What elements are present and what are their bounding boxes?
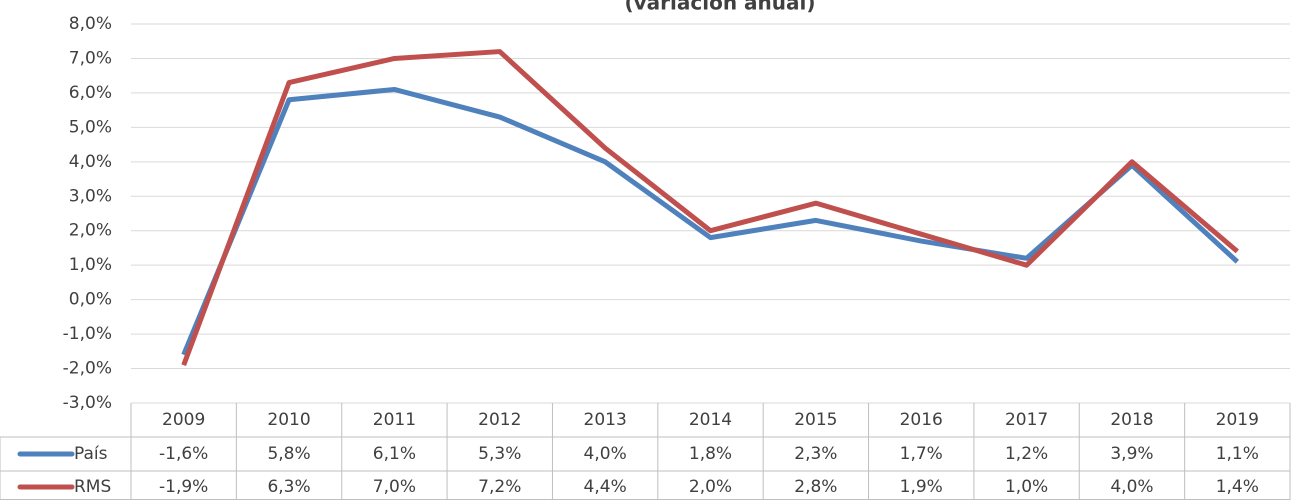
y-tick-label: 6,0% bbox=[69, 83, 112, 103]
y-tick-label: -3,0% bbox=[63, 393, 112, 413]
table-value: 1,7% bbox=[900, 444, 943, 464]
x-tick-label: 2011 bbox=[373, 410, 416, 430]
table-value: 7,0% bbox=[373, 477, 416, 497]
y-tick-label: 2,0% bbox=[69, 221, 112, 241]
x-tick-label: 2012 bbox=[478, 410, 521, 430]
table-value: 2,3% bbox=[794, 444, 837, 464]
table-value: 6,1% bbox=[373, 444, 416, 464]
series-line bbox=[181, 49, 1239, 366]
x-tick-label: 2013 bbox=[584, 410, 627, 430]
x-tick-label: 2015 bbox=[794, 410, 837, 430]
x-tick-label: 2017 bbox=[1005, 410, 1048, 430]
y-tick-label: -1,0% bbox=[63, 324, 112, 344]
table-value: 4,0% bbox=[1110, 477, 1153, 497]
y-tick-label: -2,0% bbox=[63, 359, 112, 379]
table-value: -1,9% bbox=[159, 477, 208, 497]
series-line bbox=[181, 86, 1240, 356]
legend-label: RMS bbox=[74, 477, 111, 497]
table-value: 4,0% bbox=[584, 444, 627, 464]
table-value: 1,1% bbox=[1216, 444, 1259, 464]
table-value: 2,0% bbox=[689, 477, 732, 497]
table-value: 2,8% bbox=[794, 477, 837, 497]
x-tick-label: 2009 bbox=[162, 410, 205, 430]
y-tick-label: 7,0% bbox=[69, 48, 112, 68]
x-tick-label: 2018 bbox=[1110, 410, 1153, 430]
table-value: 1,9% bbox=[900, 477, 943, 497]
x-tick-label: 2014 bbox=[689, 410, 732, 430]
chart-title: (variación anual) bbox=[624, 0, 815, 15]
table-value: 1,4% bbox=[1216, 477, 1259, 497]
table-value: 1,2% bbox=[1005, 444, 1048, 464]
y-tick-label: 0,0% bbox=[69, 290, 112, 310]
table-value: 1,0% bbox=[1005, 477, 1048, 497]
x-tick-label: 2016 bbox=[900, 410, 943, 430]
y-tick-label: 5,0% bbox=[69, 117, 112, 137]
table-value: -1,6% bbox=[159, 444, 208, 464]
table-value: 3,9% bbox=[1110, 444, 1153, 464]
table-value: 5,3% bbox=[478, 444, 521, 464]
table-value: 6,3% bbox=[267, 477, 310, 497]
y-tick-label: 4,0% bbox=[69, 152, 112, 172]
x-tick-label: 2010 bbox=[267, 410, 310, 430]
table-value: 4,4% bbox=[584, 477, 627, 497]
y-tick-label: 1,0% bbox=[69, 255, 112, 275]
table-value: 5,8% bbox=[267, 444, 310, 464]
legend-label: País bbox=[74, 444, 108, 464]
table-value: 7,2% bbox=[478, 477, 521, 497]
y-tick-label: 3,0% bbox=[69, 186, 112, 206]
table-value: 1,8% bbox=[689, 444, 732, 464]
y-tick-label: 8,0% bbox=[69, 14, 112, 34]
x-tick-label: 2019 bbox=[1216, 410, 1259, 430]
